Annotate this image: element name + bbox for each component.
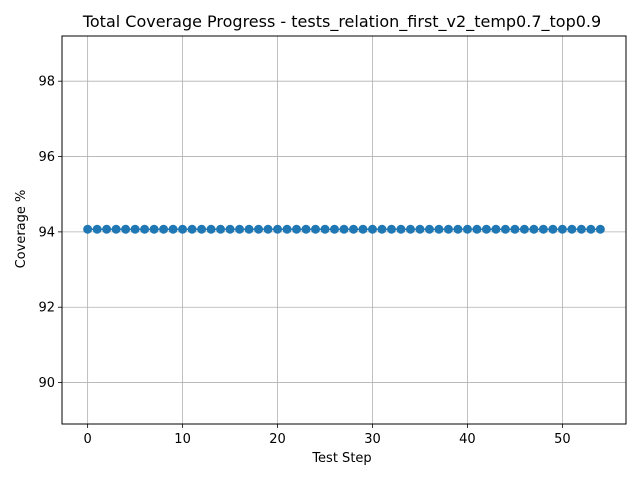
data-point xyxy=(159,224,169,234)
data-point xyxy=(481,224,491,234)
data-point xyxy=(358,224,368,234)
data-point xyxy=(225,224,235,234)
data-point xyxy=(320,224,330,234)
data-point xyxy=(377,224,387,234)
y-axis-label: Coverage % xyxy=(14,190,29,269)
data-point xyxy=(510,224,520,234)
data-point xyxy=(206,224,216,234)
x-tick-label: 40 xyxy=(459,432,476,447)
x-tick-label: 50 xyxy=(554,432,571,447)
data-point xyxy=(348,224,358,234)
data-point xyxy=(415,224,425,234)
data-point xyxy=(339,224,349,234)
data-point xyxy=(453,224,463,234)
data-point xyxy=(187,224,197,234)
data-point xyxy=(424,224,434,234)
data-point xyxy=(254,224,264,234)
data-point xyxy=(500,224,510,234)
x-axis-label: Test Step xyxy=(311,451,371,466)
data-point xyxy=(538,224,548,234)
x-tick-label: 30 xyxy=(364,432,381,447)
data-point xyxy=(130,224,140,234)
data-point xyxy=(462,224,472,234)
data-point xyxy=(244,224,254,234)
data-point xyxy=(235,224,245,234)
y-tick-label: 96 xyxy=(38,150,55,165)
data-point xyxy=(311,224,321,234)
data-point xyxy=(102,224,112,234)
data-point xyxy=(197,224,207,234)
data-point xyxy=(396,224,406,234)
data-series xyxy=(83,224,605,234)
data-point xyxy=(301,224,311,234)
data-point xyxy=(586,224,596,234)
data-point xyxy=(491,224,501,234)
data-point xyxy=(405,224,415,234)
data-point xyxy=(111,224,121,234)
data-point xyxy=(149,224,159,234)
plot-frame xyxy=(61,35,627,425)
data-point xyxy=(595,224,605,234)
data-point xyxy=(168,224,178,234)
data-point xyxy=(529,224,539,234)
x-tick-label: 0 xyxy=(83,432,91,447)
data-point xyxy=(178,224,188,234)
data-point xyxy=(263,224,273,234)
y-tick-label: 92 xyxy=(38,301,55,316)
data-point xyxy=(567,224,577,234)
data-point xyxy=(386,224,396,234)
data-point xyxy=(443,224,453,234)
data-point xyxy=(216,224,226,234)
data-point xyxy=(367,224,377,234)
data-point xyxy=(292,224,302,234)
x-tick-label: 20 xyxy=(269,432,286,447)
axis-ticks: 0 10 20 30 40 50 90 92 94 96 98 xyxy=(38,75,570,447)
data-point xyxy=(472,224,482,234)
data-point xyxy=(548,224,558,234)
y-tick-label: 98 xyxy=(38,75,55,90)
y-tick-label: 94 xyxy=(38,225,55,240)
data-point xyxy=(273,224,283,234)
data-point xyxy=(121,224,131,234)
data-point xyxy=(519,224,529,234)
data-point xyxy=(83,224,93,234)
chart-title: Total Coverage Progress - tests_relation… xyxy=(82,12,601,32)
data-point xyxy=(557,224,567,234)
data-point xyxy=(576,224,586,234)
data-point xyxy=(282,224,292,234)
data-point xyxy=(434,224,444,234)
x-tick-label: 10 xyxy=(174,432,191,447)
data-point xyxy=(140,224,150,234)
data-point xyxy=(330,224,340,234)
data-point xyxy=(92,224,102,234)
y-tick-label: 90 xyxy=(38,376,55,391)
